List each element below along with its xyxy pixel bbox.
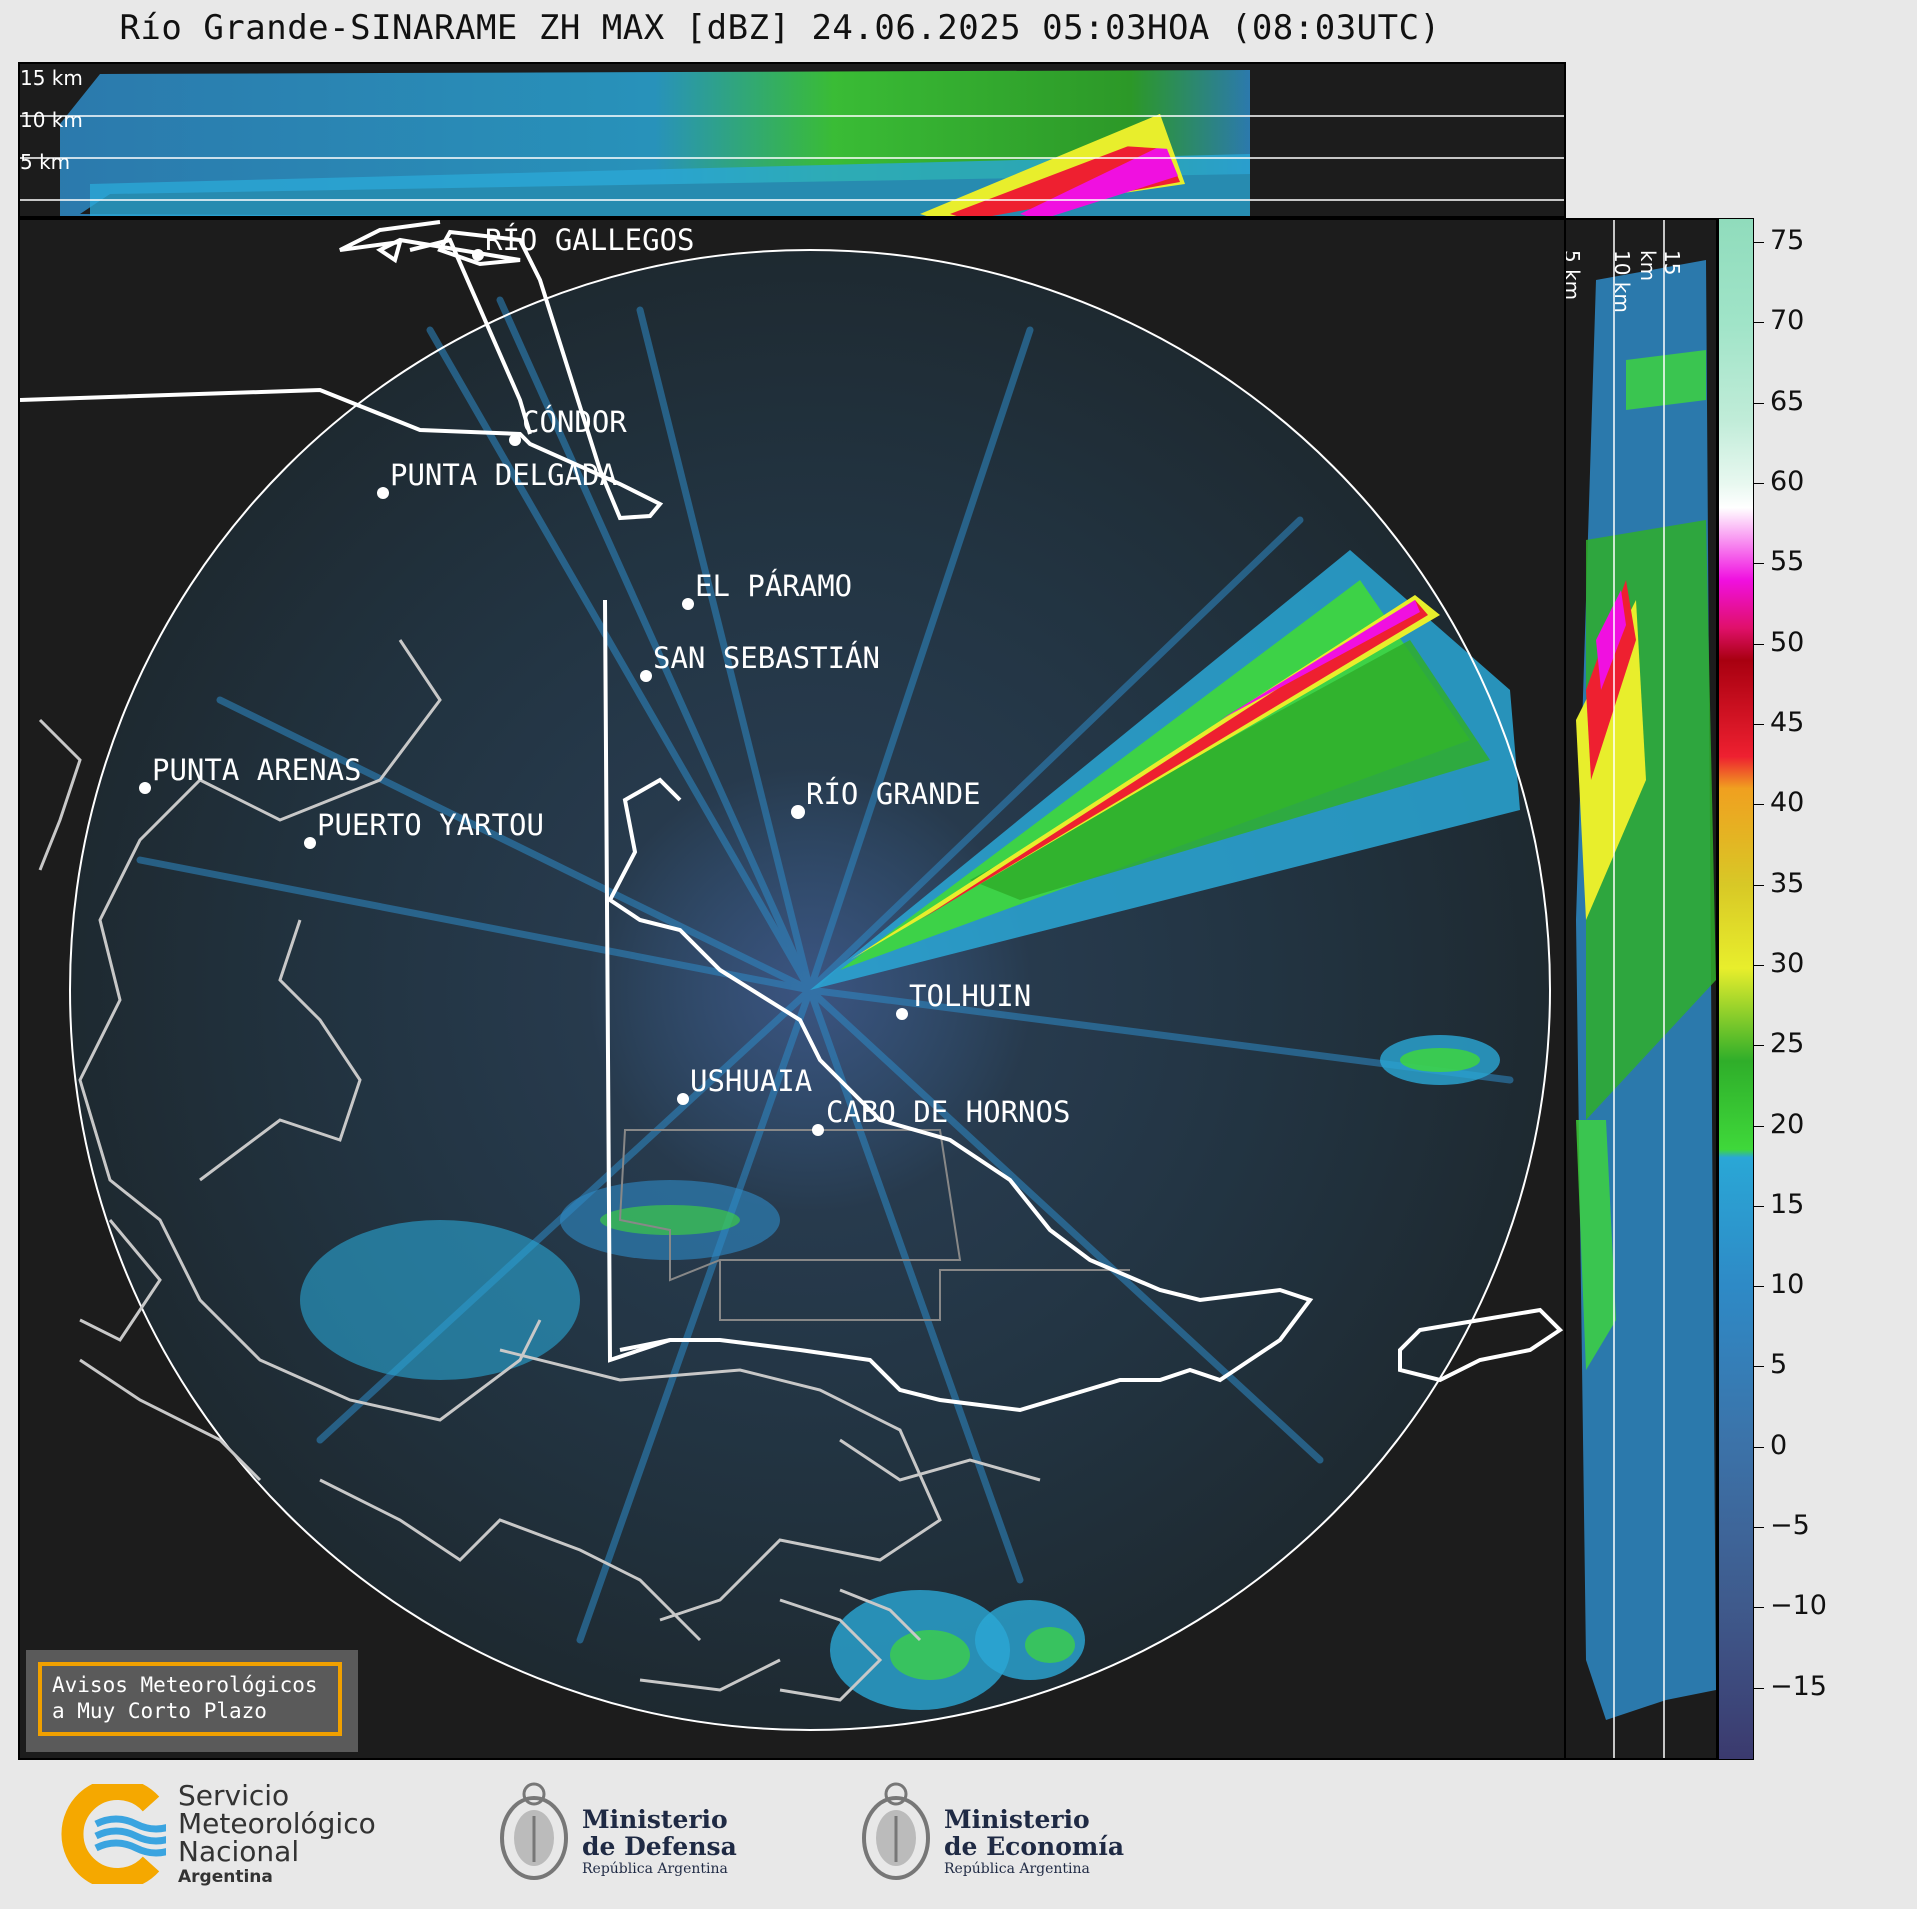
- colorbar-tick-label: −5: [1770, 1510, 1810, 1542]
- right-height-label-15: 15 km: [1636, 250, 1684, 282]
- colorbar-tick-label: 35: [1770, 867, 1805, 899]
- colorbar-tick-label: 45: [1770, 706, 1805, 738]
- colorbar-tick-label: 10: [1770, 1269, 1805, 1301]
- colorbar-tick-mark: [1754, 1205, 1764, 1207]
- city-marker-punta-arenas: [139, 782, 151, 794]
- colorbar-tick-mark: [1754, 1687, 1764, 1689]
- colorbar-tick-mark: [1754, 964, 1764, 966]
- colorbar-tick-label: 5: [1770, 1349, 1788, 1381]
- colorbar-tick-label: 75: [1770, 225, 1805, 257]
- coastlines: [38, 639, 1041, 1702]
- colorbar-tick-label: 30: [1770, 947, 1805, 979]
- city-label: CÓNDOR: [522, 405, 627, 439]
- colorbar-tick-mark: [1754, 1125, 1764, 1127]
- colorbar-tick-label: 50: [1770, 626, 1805, 658]
- city-label: EL PÁRAMO: [695, 569, 852, 603]
- right-cross-section-echo: [1576, 220, 1716, 1758]
- top-cross-section-panel: 15 km 10 km 5 km: [18, 62, 1566, 218]
- colorbar-tick-mark: [1754, 1366, 1764, 1368]
- smn-logo-icon: [61, 1784, 166, 1884]
- economia-coat-of-arms-icon: [862, 1782, 930, 1880]
- city-marker-rio-gallegos: [472, 249, 484, 261]
- city-label: USHUAIA: [690, 1064, 812, 1098]
- colorbar-tick-mark: [1754, 884, 1764, 886]
- top-height-label-10: 10 km: [20, 108, 83, 132]
- colorbar-tick-mark: [1754, 1045, 1764, 1047]
- colorbar-tick-label: 20: [1770, 1108, 1805, 1140]
- top-height-label-5: 5 km: [20, 150, 71, 174]
- aviso-label: Avisos Meteorológicos a Muy Corto Plazo: [38, 1662, 342, 1736]
- dbz-colorbar: [1718, 218, 1754, 1760]
- aviso-line-2: a Muy Corto Plazo: [52, 1699, 267, 1723]
- borders: [20, 220, 1564, 1413]
- city-marker-punta-delgada: [377, 487, 389, 499]
- city-marker-condor: [509, 434, 521, 446]
- city-label: PUNTA ARENAS: [152, 753, 362, 787]
- defensa-logo-text: Ministerio de Defensa República Argentin…: [582, 1805, 737, 1877]
- colorbar-tick-mark: [1754, 1286, 1764, 1288]
- city-label: RÍO GALLEGOS: [485, 223, 695, 257]
- city-label: RÍO GRANDE: [806, 777, 981, 811]
- colorbar-tick-mark: [1754, 242, 1764, 244]
- city-marker-puerto-yartou: [304, 837, 316, 849]
- top-height-label-15: 15 km: [20, 66, 83, 90]
- colorbar-tick-label: 40: [1770, 787, 1805, 819]
- map-title: Río Grande-SINARAME ZH MAX [dBZ] 24.06.2…: [119, 8, 1441, 48]
- colorbar-tick-label: 0: [1770, 1429, 1788, 1461]
- right-height-label-10: 10 km: [1610, 250, 1634, 313]
- colorbar-tick-label: 70: [1770, 305, 1805, 337]
- colorbar-tick-mark: [1754, 1607, 1764, 1609]
- colorbar-tick-label: 60: [1770, 466, 1805, 498]
- city-marker-san-sebastian: [640, 670, 652, 682]
- city-marker-tolhuin: [896, 1008, 908, 1020]
- colorbar-tick-label: −10: [1770, 1590, 1827, 1622]
- colorbar-tick-mark: [1754, 563, 1764, 565]
- colorbar-tick-label: 25: [1770, 1028, 1805, 1060]
- city-marker-ushuaia: [677, 1093, 689, 1105]
- smn-logo-text: Servicio Meteorológico Nacional Argentin…: [178, 1779, 376, 1888]
- colorbar-tick-label: −15: [1770, 1670, 1827, 1702]
- city-label: PUERTO YARTOU: [317, 808, 544, 842]
- colorbar-tick-mark: [1754, 723, 1764, 725]
- colorbar-tick-label: 65: [1770, 385, 1805, 417]
- colorbar-tick-label: 15: [1770, 1188, 1805, 1220]
- colorbar-tick-mark: [1754, 804, 1764, 806]
- range-ring: [69, 249, 1551, 1731]
- aviso-line-1: Avisos Meteorológicos: [52, 1673, 318, 1697]
- city-marker-rio-grande: [791, 805, 805, 819]
- colorbar-tick-mark: [1754, 643, 1764, 645]
- colorbar-tick-mark: [1754, 1446, 1764, 1448]
- colorbar-tick-mark: [1754, 1527, 1764, 1529]
- economia-logo-text: Ministerio de Economía República Argenti…: [944, 1805, 1125, 1877]
- top-cross-section-echo: [20, 70, 1564, 216]
- city-marker-el-paramo: [682, 598, 694, 610]
- colorbar-tick-mark: [1754, 402, 1764, 404]
- city-label: CABO DE HORNOS: [826, 1095, 1070, 1129]
- city-label: TOLHUIN: [909, 979, 1031, 1013]
- city-markers: [139, 249, 908, 1136]
- right-cross-section-panel: 5 km 10 km 15 km: [1564, 218, 1718, 1760]
- defensa-coat-of-arms-icon: [500, 1782, 568, 1880]
- right-height-label-5: 5 km: [1564, 250, 1584, 301]
- colorbar-tick-label: 55: [1770, 546, 1805, 578]
- city-label: PUNTA DELGADA: [390, 458, 617, 492]
- radar-map-svg: RÍO GALLEGOS CÓNDOR PUNTA DELGADA EL PÁR…: [20, 220, 1564, 1731]
- colorbar-tick-mark: [1754, 483, 1764, 485]
- city-label: SAN SEBASTIÁN: [653, 641, 880, 675]
- main-radar-map: RÍO GALLEGOS CÓNDOR PUNTA DELGADA EL PÁR…: [18, 218, 1566, 1760]
- colorbar-tick-mark: [1754, 322, 1764, 324]
- city-marker-cabo-de-hornos: [812, 1124, 824, 1136]
